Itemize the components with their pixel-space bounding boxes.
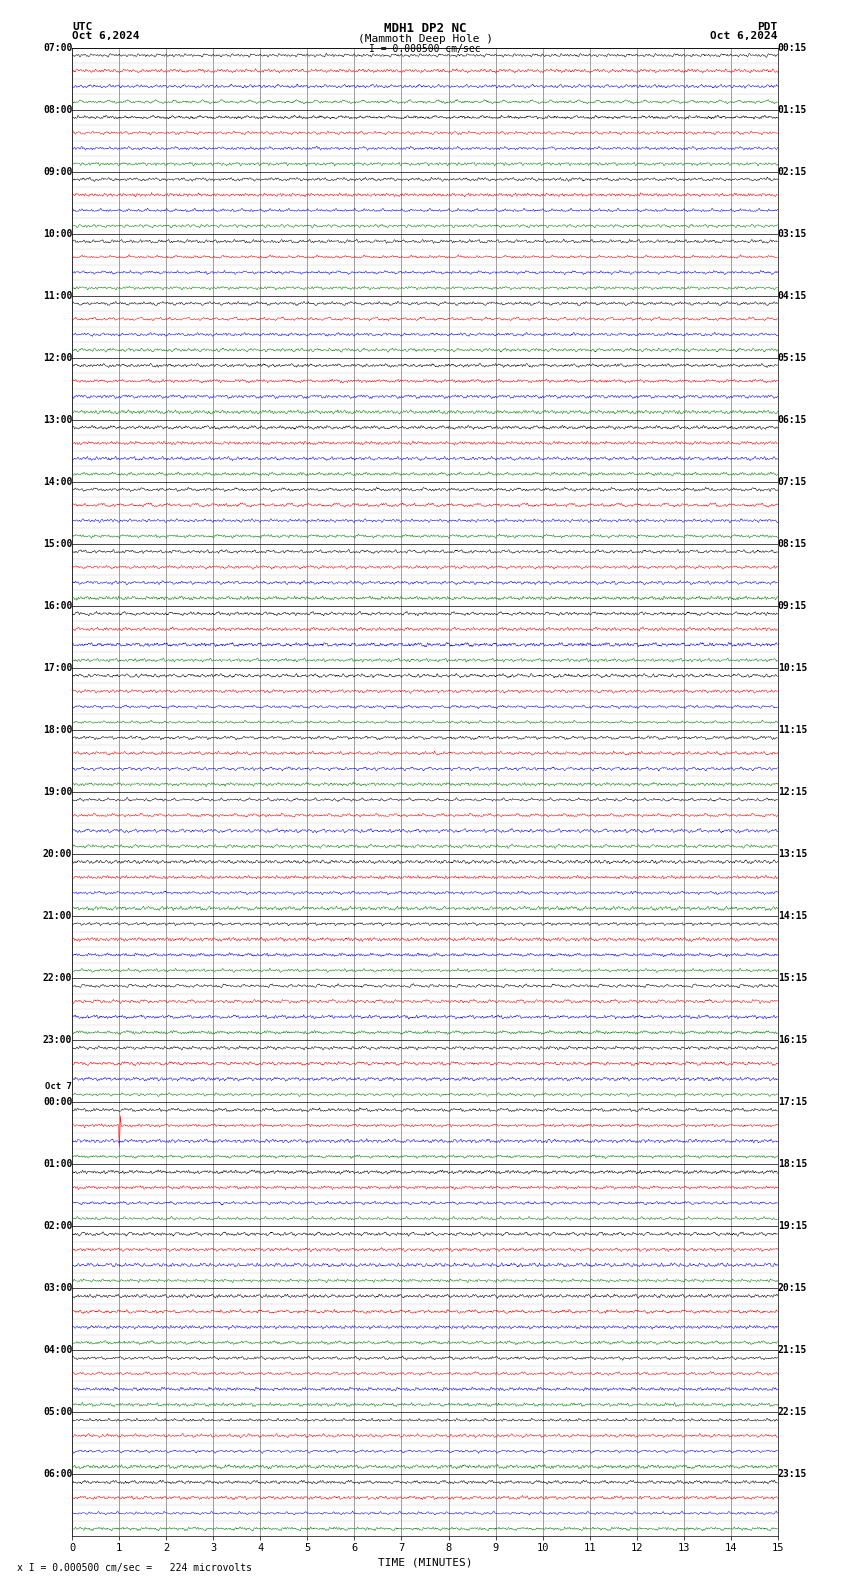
Text: 19:00: 19:00 xyxy=(42,787,72,797)
Text: 02:15: 02:15 xyxy=(778,166,807,176)
Text: 11:15: 11:15 xyxy=(778,725,807,735)
Text: 01:15: 01:15 xyxy=(778,105,807,114)
Text: I = 0.000500 cm/sec: I = 0.000500 cm/sec xyxy=(369,44,481,54)
Text: 21:15: 21:15 xyxy=(778,1345,807,1356)
Text: 16:15: 16:15 xyxy=(778,1036,807,1045)
Text: 07:15: 07:15 xyxy=(778,477,807,486)
Text: 08:15: 08:15 xyxy=(778,539,807,548)
Text: 18:15: 18:15 xyxy=(778,1159,807,1169)
Text: 05:00: 05:00 xyxy=(42,1408,72,1418)
Text: 13:15: 13:15 xyxy=(778,849,807,859)
Text: Oct 6,2024: Oct 6,2024 xyxy=(711,32,778,41)
Text: 18:00: 18:00 xyxy=(42,725,72,735)
Text: 12:00: 12:00 xyxy=(42,353,72,363)
Text: Oct 6,2024: Oct 6,2024 xyxy=(72,32,139,41)
Text: 01:00: 01:00 xyxy=(42,1159,72,1169)
Text: 22:00: 22:00 xyxy=(42,973,72,984)
Text: 03:15: 03:15 xyxy=(778,228,807,239)
Text: 10:15: 10:15 xyxy=(778,664,807,673)
Text: 16:00: 16:00 xyxy=(42,600,72,611)
Text: 08:00: 08:00 xyxy=(42,105,72,114)
Text: x I = 0.000500 cm/sec =   224 microvolts: x I = 0.000500 cm/sec = 224 microvolts xyxy=(17,1563,252,1573)
Text: 04:00: 04:00 xyxy=(42,1345,72,1356)
Text: 04:15: 04:15 xyxy=(778,291,807,301)
Text: 02:00: 02:00 xyxy=(42,1221,72,1231)
Text: 13:00: 13:00 xyxy=(42,415,72,425)
Text: 21:00: 21:00 xyxy=(42,911,72,920)
X-axis label: TIME (MINUTES): TIME (MINUTES) xyxy=(377,1557,473,1568)
Text: 05:15: 05:15 xyxy=(778,353,807,363)
Text: (Mammoth Deep Hole ): (Mammoth Deep Hole ) xyxy=(358,35,492,44)
Text: 12:15: 12:15 xyxy=(778,787,807,797)
Text: 15:15: 15:15 xyxy=(778,973,807,984)
Text: 00:15: 00:15 xyxy=(778,43,807,52)
Text: 14:00: 14:00 xyxy=(42,477,72,486)
Text: 07:00: 07:00 xyxy=(42,43,72,52)
Text: MDH1 DP2 NC: MDH1 DP2 NC xyxy=(383,22,467,35)
Text: 06:15: 06:15 xyxy=(778,415,807,425)
Text: 15:00: 15:00 xyxy=(42,539,72,548)
Text: 17:15: 17:15 xyxy=(778,1098,807,1107)
Text: 09:00: 09:00 xyxy=(42,166,72,176)
Text: UTC: UTC xyxy=(72,22,93,32)
Text: 17:00: 17:00 xyxy=(42,664,72,673)
Text: 03:00: 03:00 xyxy=(42,1283,72,1293)
Text: 22:15: 22:15 xyxy=(778,1408,807,1418)
Text: 10:00: 10:00 xyxy=(42,228,72,239)
Text: 14:15: 14:15 xyxy=(778,911,807,920)
Text: 19:15: 19:15 xyxy=(778,1221,807,1231)
Text: 06:00: 06:00 xyxy=(42,1470,72,1479)
Text: 00:00: 00:00 xyxy=(42,1098,72,1107)
Text: 11:00: 11:00 xyxy=(42,291,72,301)
Text: 09:15: 09:15 xyxy=(778,600,807,611)
Text: PDT: PDT xyxy=(757,22,778,32)
Text: 20:00: 20:00 xyxy=(42,849,72,859)
Text: 20:15: 20:15 xyxy=(778,1283,807,1293)
Text: 23:15: 23:15 xyxy=(778,1470,807,1479)
Text: 23:00: 23:00 xyxy=(42,1036,72,1045)
Text: Oct 7: Oct 7 xyxy=(45,1082,72,1091)
